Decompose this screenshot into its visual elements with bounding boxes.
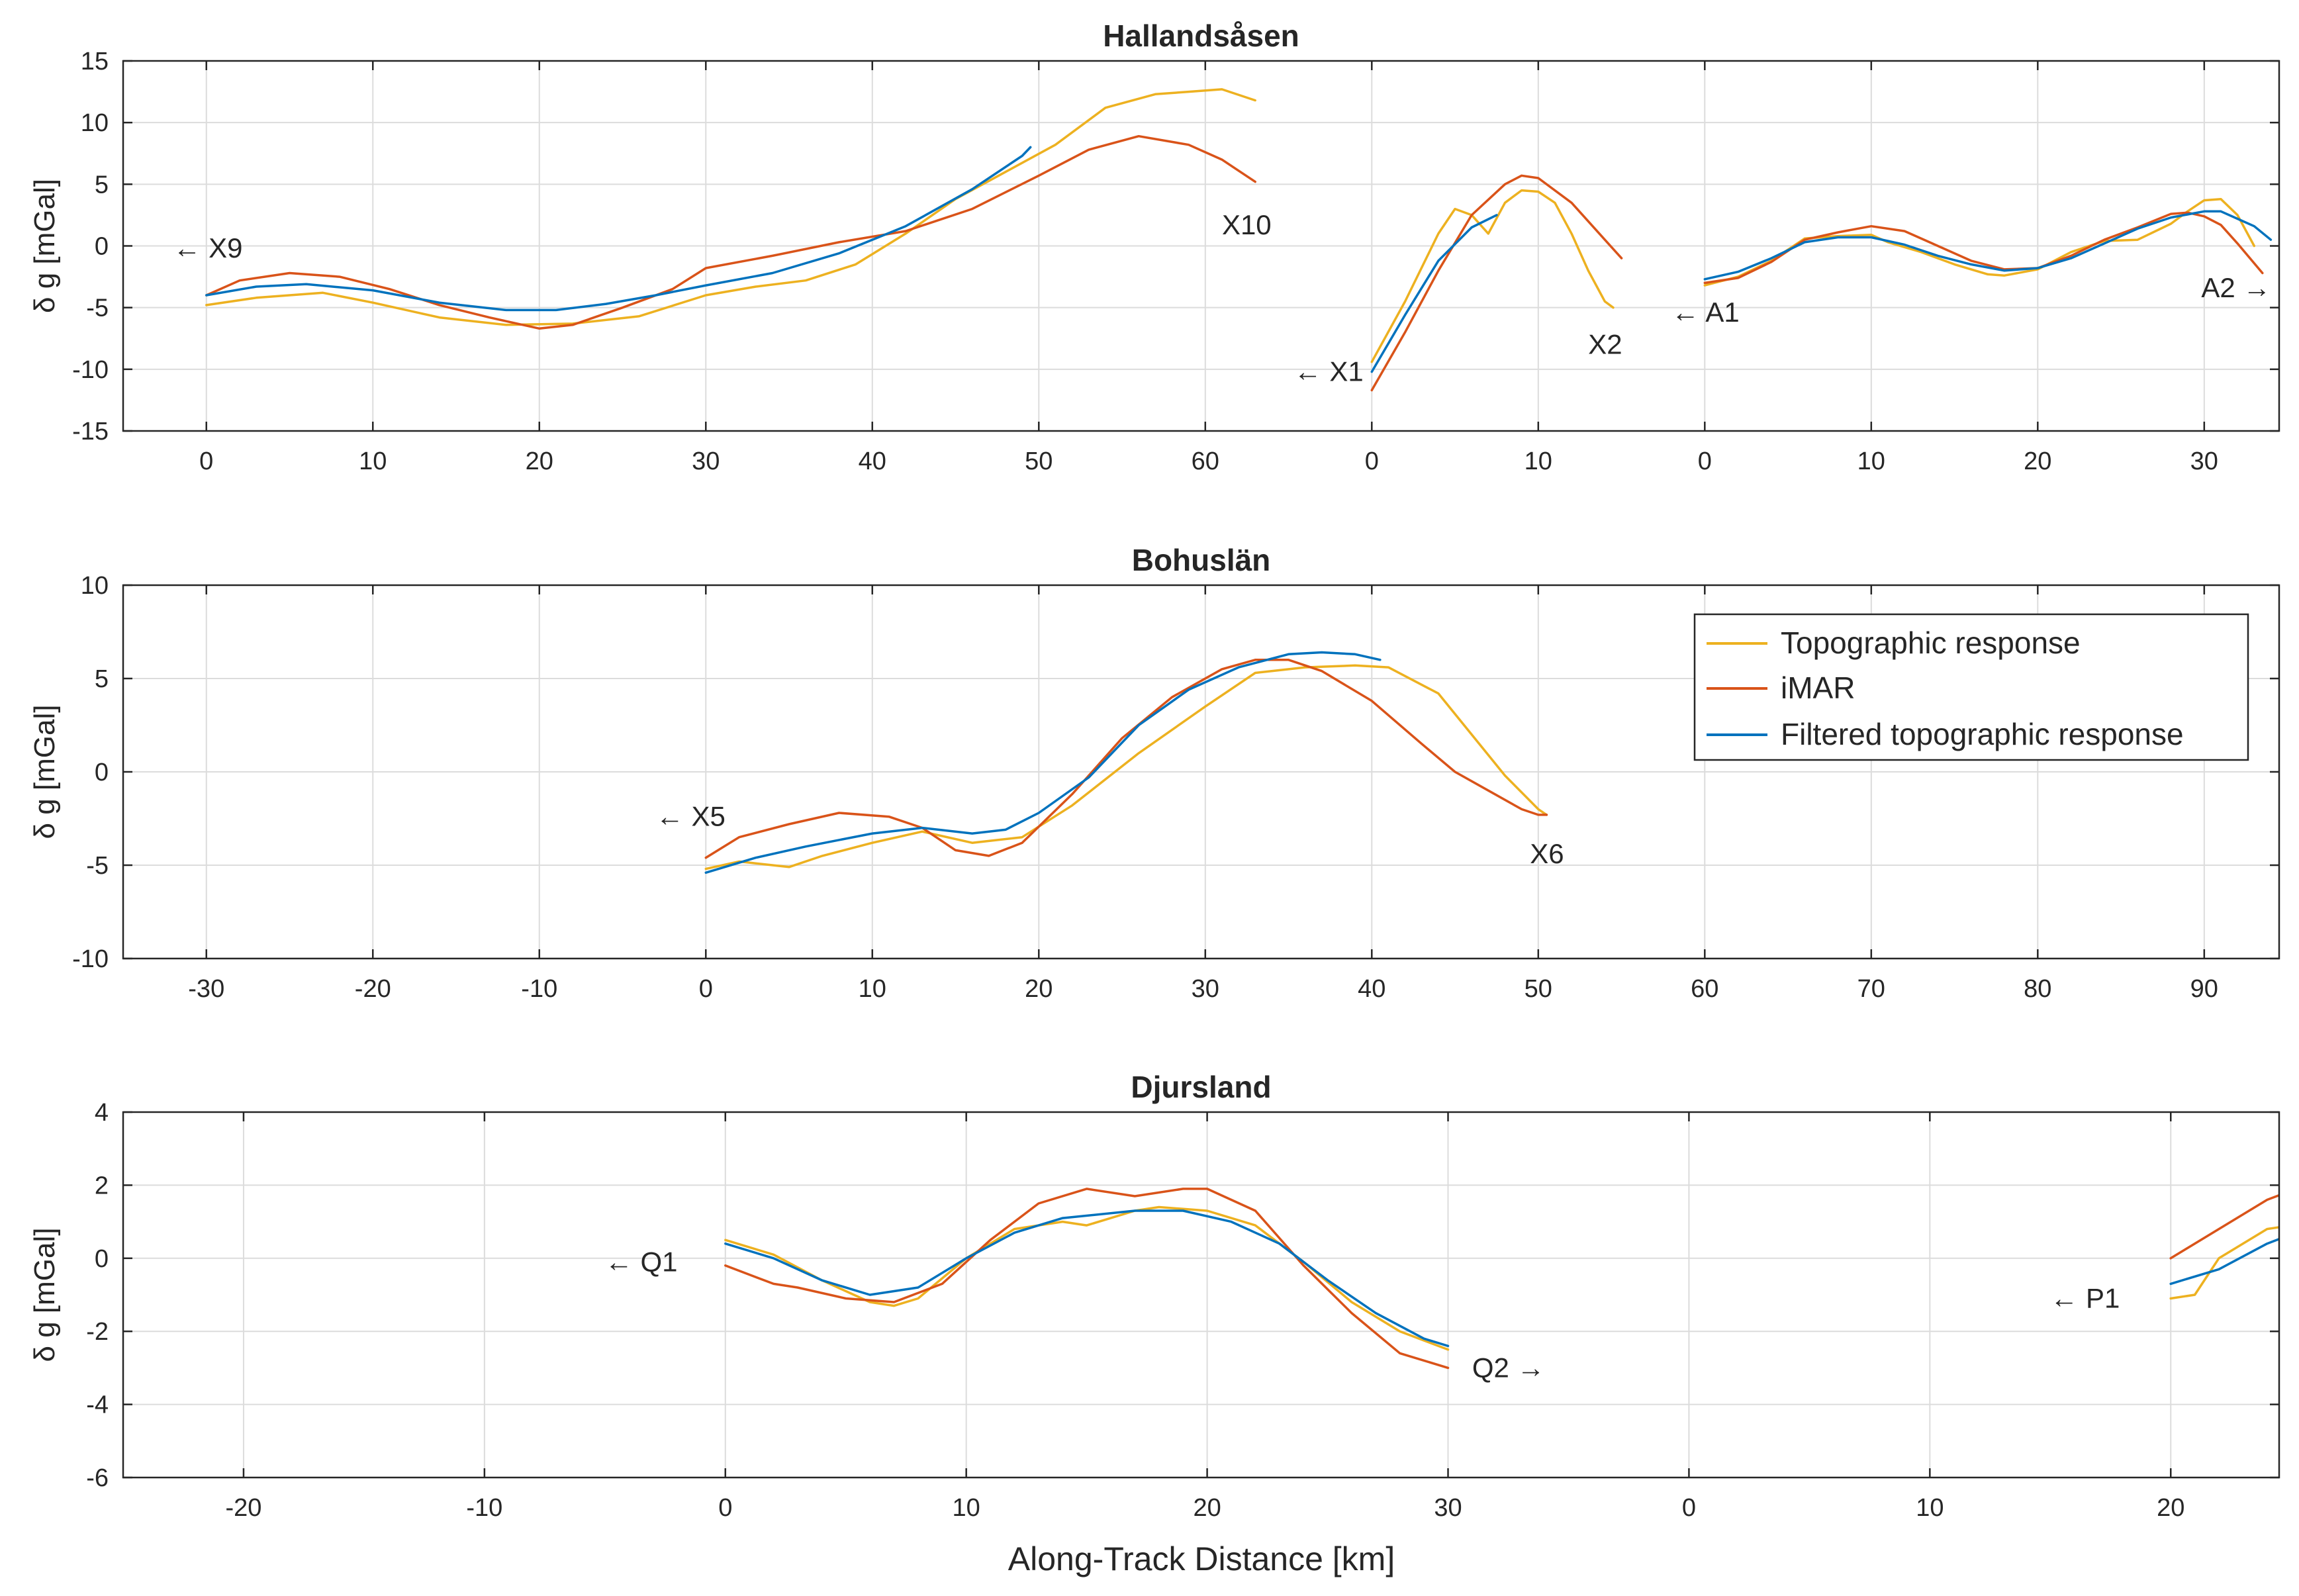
hallandsasen-line-filtered-0 <box>205 146 1032 312</box>
axes-djursland: -20-1001020300102030405060-6-4-2024Djurs… <box>28 1070 2280 1522</box>
bohuslan-xtick-label-6: 30 <box>1192 975 1219 1003</box>
bohuslan-series <box>704 651 1548 874</box>
hallandsasen-xtick-label-0: 0 <box>199 447 213 475</box>
hallandsasen-xtick-label-2: 20 <box>526 447 553 475</box>
hallandsasen-ylabel: δ g [mGal] <box>28 179 61 313</box>
bohuslan-xtick-label-4: 10 <box>859 975 886 1003</box>
hallandsasen-xtick-label-11: 20 <box>2024 447 2051 475</box>
bohuslan-ytick-label-0: -10 <box>72 945 109 973</box>
bohuslan-ytick-label-1: -5 <box>86 852 109 880</box>
bohuslan-ytick-label-3: 5 <box>95 665 109 693</box>
hallandsasen-line-filtered-1 <box>1370 214 1498 373</box>
hallandsasen-annotation-3: X2 <box>1588 329 1622 360</box>
djursland-xtick-label-0: -20 <box>225 1494 261 1522</box>
hallandsasen-xtick-label-8: 10 <box>1525 447 1552 475</box>
djursland-line-topographic-1 <box>2169 1226 2279 1300</box>
hallandsasen-xtick-label-1: 10 <box>359 447 387 475</box>
bohuslan-xtick-label-1: -20 <box>355 975 391 1003</box>
hallandsasen-line-imar-1 <box>1370 174 1623 392</box>
djursland-xtick-label-8: 20 <box>2157 1494 2184 1522</box>
legend-label-filtered: Filtered topographic response <box>1781 717 2184 751</box>
bohuslan-line-imar-0 <box>704 659 1548 859</box>
hallandsasen-ytick-label-3: 0 <box>95 233 109 261</box>
hallandsasen-xtick-label-6: 60 <box>1192 447 1219 475</box>
djursland-xtick-label-6: 0 <box>1682 1494 1696 1522</box>
djursland-series <box>724 1188 2279 1370</box>
legend-box <box>1693 613 2249 761</box>
djursland-annotation-2: ← P1 <box>2050 1283 2120 1314</box>
djursland-ytick-label-4: 2 <box>95 1172 109 1199</box>
bohuslan-xtick-label-12: 90 <box>2190 975 2218 1003</box>
djursland-ytick-label-0: -6 <box>86 1464 109 1492</box>
bohuslan-annotation-0: ← X5 <box>656 801 726 832</box>
legend: Topographic response iMAR Filtered topog… <box>1693 613 2249 761</box>
bohuslan-xtick-label-11: 80 <box>2024 975 2051 1003</box>
hallandsasen-annotation-5: A2 → <box>2201 272 2271 303</box>
hallandsasen-series <box>205 88 2273 392</box>
bohuslan-annotation-1: X6 <box>1530 838 1564 869</box>
bohuslan-xtick-label-3: 0 <box>699 975 713 1003</box>
legend-label-topographic: Topographic response <box>1781 626 2081 660</box>
hallandsasen-annotation-2: ← X1 <box>1294 356 1364 387</box>
hallandsasen-xtick-label-10: 10 <box>1857 447 1885 475</box>
bohuslan-line-filtered-0 <box>704 651 1382 874</box>
djursland-line-filtered-0 <box>724 1209 1450 1348</box>
hallandsasen-annotation-0: ← X9 <box>173 232 242 263</box>
hallandsasen-xtick-label-3: 30 <box>692 447 720 475</box>
hallandsasen-annotation-4: ← A1 <box>1671 297 1740 328</box>
djursland-ytick-label-5: 4 <box>95 1099 109 1127</box>
djursland-xtick-label-5: 30 <box>1434 1494 1462 1522</box>
djursland-line-filtered-1 <box>2169 1237 2279 1286</box>
bohuslan-xtick-label-7: 40 <box>1358 975 1385 1003</box>
bohuslan-xtick-label-0: -30 <box>188 975 224 1003</box>
hallandsasen-xtick-label-7: 0 <box>1365 447 1379 475</box>
djursland-xtick-label-3: 10 <box>953 1494 980 1522</box>
hallandsasen-line-topographic-0 <box>205 88 1256 326</box>
hallandsasen-ytick-label-2: -5 <box>86 295 109 322</box>
hallandsasen-xtick-label-4: 40 <box>859 447 886 475</box>
hallandsasen-ytick-label-4: 5 <box>95 171 109 199</box>
bohuslan-xtick-label-8: 50 <box>1525 975 1552 1003</box>
hallandsasen-ytick-label-0: -15 <box>72 418 109 446</box>
djursland-xtick-label-1: -10 <box>466 1494 502 1522</box>
hallandsasen-ytick-label-6: 15 <box>81 48 109 75</box>
djursland-axes-box <box>122 1111 2280 1479</box>
djursland-line-imar-1 <box>2169 1194 2279 1260</box>
hallandsasen-ytick-label-1: -10 <box>72 356 109 384</box>
hallandsasen-line-imar-0 <box>205 134 1256 330</box>
hallandsasen-xtick-label-12: 30 <box>2190 447 2218 475</box>
bohuslan-xtick-label-9: 60 <box>1691 975 1718 1003</box>
bohuslan-ytick-label-4: 10 <box>81 572 109 600</box>
bohuslan-ytick-label-2: 0 <box>95 759 109 786</box>
djursland-xtick-label-7: 10 <box>1916 1494 1944 1522</box>
bohuslan-title: Bohuslän <box>1132 543 1271 577</box>
hallandsasen-xtick-label-9: 0 <box>1698 447 1712 475</box>
hallandsasen-line-filtered-2 <box>1703 210 2273 281</box>
bohuslan-xtick-label-2: -10 <box>521 975 557 1003</box>
djursland-line-imar-0 <box>724 1188 1450 1370</box>
djursland-annotation-1: Q2 → <box>1472 1352 1545 1383</box>
legend-label-imar: iMAR <box>1781 671 1855 705</box>
hallandsasen-ytick-label-5: 10 <box>81 109 109 137</box>
hallandsasen-title: Hallandsåsen <box>1103 19 1299 53</box>
bohuslan-ylabel: δ g [mGal] <box>28 705 61 839</box>
djursland-ytick-label-3: 0 <box>95 1245 109 1273</box>
djursland-xtick-label-2: 0 <box>718 1494 732 1522</box>
hallandsasen-xtick-label-5: 50 <box>1025 447 1053 475</box>
bohuslan-xtick-label-5: 20 <box>1025 975 1053 1003</box>
axes-hallandsasen: 0 10 20 30 40 50 60 0 10 0 10 20 30 -15 -10 -5 0 5 10 15 Hal… <box>28 19 2280 475</box>
hallandsasen-line-topographic-1 <box>1370 189 1615 363</box>
djursland-ylabel: δ g [mGal] <box>28 1228 61 1362</box>
hallandsasen-annotation-1: X10 <box>1222 209 1272 240</box>
bohuslan-line-topographic-0 <box>704 664 1548 870</box>
djursland-annotation-0: ← Q1 <box>605 1246 678 1277</box>
djursland-xtick-label-4: 20 <box>1193 1494 1221 1522</box>
x-axis-label: Along-Track Distance [km] <box>1008 1540 1395 1577</box>
djursland-ytick-label-2: -2 <box>86 1318 109 1346</box>
bohuslan-xtick-label-10: 70 <box>1857 975 1885 1003</box>
djursland-ytick-label-1: -4 <box>86 1391 109 1419</box>
djursland-title: Djursland <box>1131 1070 1271 1104</box>
